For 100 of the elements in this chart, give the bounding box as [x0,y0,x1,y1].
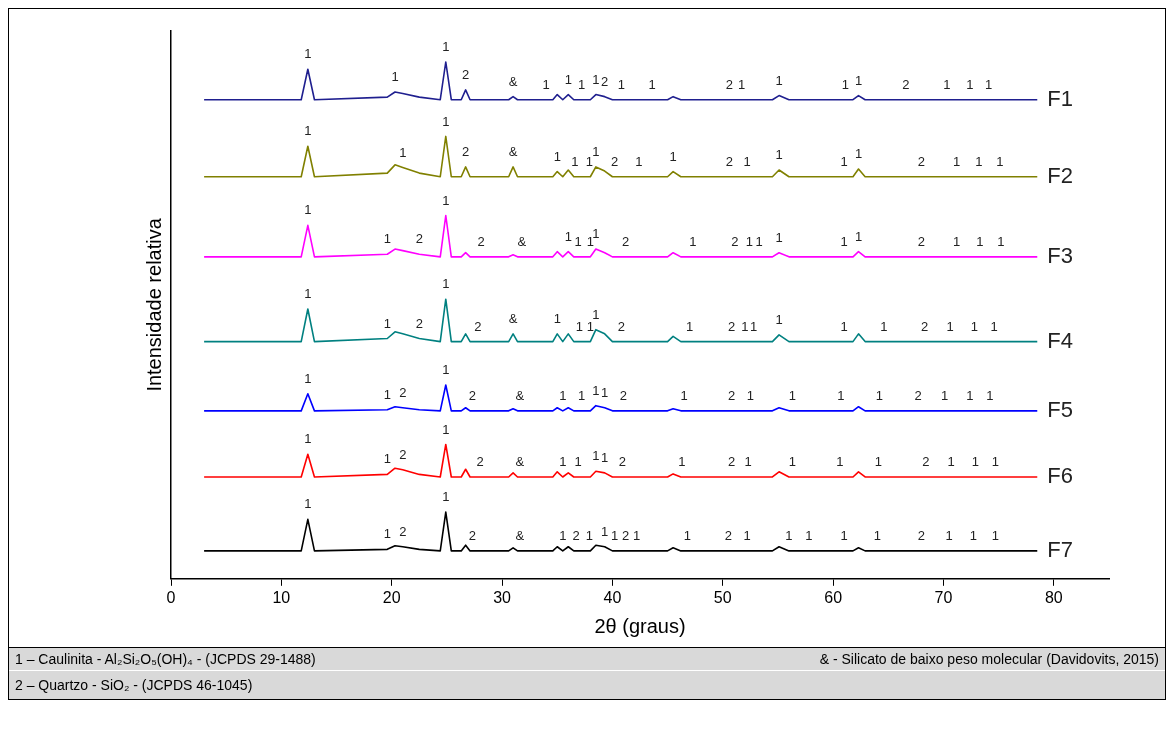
annotation: 2 [622,527,630,543]
annotation: 1 [966,76,974,92]
annotation: 1 [592,306,600,322]
annotation: 1 [975,153,983,169]
annotation: 1 [442,39,450,55]
annotation: 1 [442,276,450,292]
annotation: 1 [304,123,312,139]
annotation: 2 [917,527,926,543]
annotation: 1 [383,231,391,247]
annotation: 1 [788,454,796,470]
annotation: 2 [914,387,922,403]
annotation: 1 [970,318,978,334]
annotation: 2 [922,454,930,470]
annotation: 1 [775,72,783,88]
annotation: 1 [442,362,450,378]
annotation: 1 [635,153,643,169]
series-label: F3 [1047,242,1073,268]
annotation: 1 [577,387,586,403]
annotation: 1 [571,153,579,169]
y-axis-title: Intensidade relativa [142,217,165,392]
annotation: 1 [648,76,656,92]
annotation: 1 [840,153,848,169]
annotation: 2 [399,446,407,462]
x-tick-label: 40 [603,588,622,606]
annotation: 1 [633,527,641,543]
annotation: 2 [572,527,580,543]
x-tick-label: 60 [824,588,843,606]
annotation: 2 [474,318,482,334]
annotation: 1 [775,311,783,327]
annotation: 1 [383,451,391,467]
annotation: 1 [680,387,688,403]
annotation: 1 [737,76,746,92]
series-label: F5 [1047,396,1073,422]
annotation: 1 [586,233,594,249]
annotation: 1 [969,527,977,543]
annotation: 2 [462,143,470,159]
annotation: 2 [399,523,407,539]
annotation: 1 [304,496,312,512]
annotation: 1 [836,454,844,470]
annotation: 1 [746,387,754,403]
annotation: 2 [724,527,732,543]
annotation: & [508,143,518,159]
annotation: 1 [617,76,625,92]
annotation: 2 [917,233,926,249]
annotation: 1 [976,233,984,249]
annotation: & [517,233,527,249]
annotation: 1 [745,233,753,249]
annotation: 1 [383,386,391,402]
annotation: 1 [840,233,848,249]
annotation: 1 [946,318,954,334]
annotation: 1 [399,144,407,160]
x-tick-label: 50 [713,588,732,606]
annotation: 1 [442,113,450,129]
annotation: & [515,527,525,543]
x-tick-label: 0 [166,588,176,606]
series-label: F1 [1047,85,1073,111]
annotation: 1 [442,421,450,437]
annotation: 1 [553,310,561,326]
annotation: 2 [727,318,736,334]
annotation: 1 [996,153,1004,169]
annotation: 1 [689,233,697,249]
series-label: F7 [1047,536,1073,562]
annotation: 2 [619,387,628,403]
annotation: 1 [943,76,951,92]
annotation: 1 [592,382,600,398]
annotation: 1 [683,527,692,543]
annotation: 1 [564,71,572,87]
annotation: 1 [574,233,582,249]
annotation: 1 [592,71,600,87]
annotation: 1 [575,318,583,334]
annotation: 2 [921,318,929,334]
annotation: 1 [577,76,586,92]
annotation: 1 [304,202,312,218]
annotation: 1 [945,527,953,543]
annotation: 1 [966,387,974,403]
x-tick-label: 70 [934,588,953,606]
annotation: 2 [415,231,423,247]
x-tick-label: 80 [1044,588,1063,606]
annotation: 2 [727,387,736,403]
x-axis-title: 2θ (graus) [594,614,686,637]
annotation: 1 [755,233,763,249]
annotation: 1 [574,454,582,470]
annotation: 1 [880,318,888,334]
annotation: 1 [559,454,567,470]
annotation: 1 [304,431,312,447]
annotation: 1 [592,143,600,159]
annotation: & [515,454,525,470]
annotation: 1 [442,489,450,505]
annotation: 2 [415,315,423,331]
annotation: 1 [304,286,312,302]
annotation: 1 [750,318,758,334]
annotation: 2 [731,233,739,249]
annotation: & [508,73,518,89]
annotation: 1 [775,147,783,163]
annotation: 1 [744,454,752,470]
text: & - Silicato de baixo peso molecular (Davidovits, 2015) [819,651,1159,667]
annotation: 2 [601,73,609,89]
annotation: 1 [854,72,863,88]
annotation: 1 [743,153,751,169]
annotation: 1 [678,454,686,470]
